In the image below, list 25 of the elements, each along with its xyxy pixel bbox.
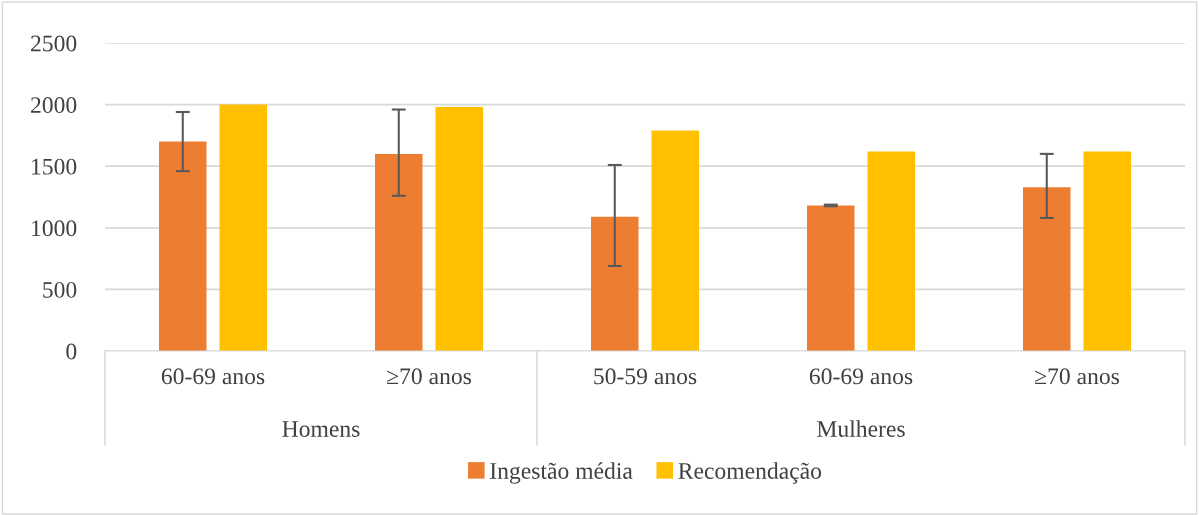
y-tick-label: 2000 (31, 97, 77, 114)
y-tick-label: 1500 (32, 158, 77, 175)
x-tick-label: 60-69 anos (161, 368, 265, 385)
x-tick-label: 50-59 anos (594, 368, 697, 385)
y-tick-label: 1000 (32, 220, 77, 237)
x-tick-label: ≥70 anos (387, 368, 472, 385)
legend-label: Recomendação (678, 462, 822, 484)
x-tick-label: 60-69 anos (809, 368, 913, 385)
bar (159, 141, 207, 351)
bar (807, 205, 855, 351)
bar (219, 104, 267, 351)
bar (591, 216, 639, 351)
bar (1083, 151, 1131, 351)
text: Mulheres (817, 420, 905, 437)
y-tick-label: 2500 (31, 35, 77, 52)
bar (375, 153, 423, 351)
bar (1023, 187, 1071, 351)
y-tick-label: 500 (43, 281, 77, 298)
bar (867, 151, 915, 351)
bar (651, 130, 699, 351)
y-tick-label: 0 (66, 343, 77, 360)
bar (435, 107, 483, 351)
x-tick-label: ≥70 anos (1035, 368, 1120, 385)
text: Homens (282, 421, 360, 437)
legend-label: Ingestão média (490, 462, 633, 484)
